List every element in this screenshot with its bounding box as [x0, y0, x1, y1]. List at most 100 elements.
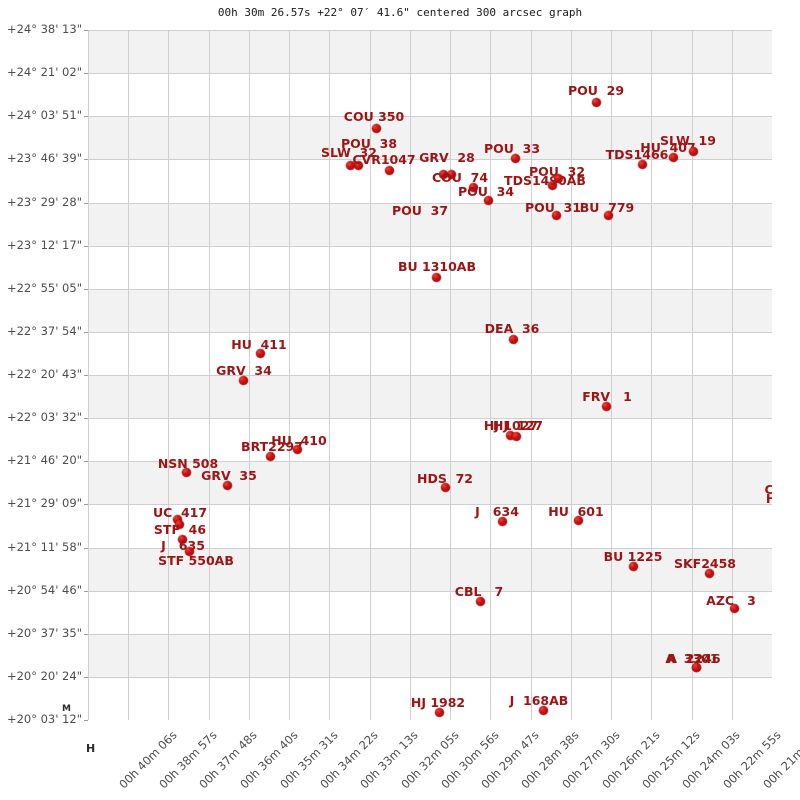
- y-tick-label: +20° 54' 46": [6, 582, 82, 597]
- star-dot[interactable]: [184, 546, 194, 556]
- plot-area[interactable]: POU 29 COU 350 POU 38 SLW 32 CVR1047 GRV 28 CO…: [88, 30, 772, 720]
- star-dot[interactable]: [483, 195, 493, 205]
- y-tick-mark: [84, 73, 88, 75]
- star-dot[interactable]: [511, 431, 521, 441]
- star-dot[interactable]: [668, 152, 678, 162]
- y-tick-label: +22° 20' 43": [6, 367, 82, 381]
- star-label: BU 779: [579, 200, 635, 215]
- star-dot[interactable]: [222, 480, 232, 490]
- star-label: A 2246: [667, 651, 721, 666]
- star-dot[interactable]: [345, 160, 355, 170]
- star-dot[interactable]: [255, 348, 265, 358]
- gridline-vertical: [611, 30, 612, 720]
- star-dot[interactable]: [688, 146, 698, 156]
- gridline-vertical: [692, 30, 693, 720]
- star-label: J 168AB: [509, 693, 569, 708]
- y-tick-label: +24° 38' 13": [6, 22, 82, 36]
- star-label: SLW 32: [321, 145, 377, 160]
- star-label: COU 350: [343, 109, 405, 124]
- star-dot[interactable]: [551, 210, 561, 220]
- star-dot[interactable]: [468, 182, 478, 192]
- gridline-horizontal: [88, 375, 772, 376]
- gridline-horizontal: [88, 73, 772, 74]
- star-dot[interactable]: [704, 568, 714, 578]
- gridline-vertical: [249, 30, 250, 720]
- star-label: GRV 34: [216, 363, 272, 378]
- y-tick-label: +23° 29' 28": [6, 194, 82, 209]
- star-dot[interactable]: [371, 123, 381, 133]
- star-dot[interactable]: [384, 165, 394, 175]
- star-dot[interactable]: [601, 401, 611, 411]
- y-tick-label: +23° 46' 39": [6, 151, 82, 166]
- gridline-vertical: [289, 30, 290, 720]
- star-dot[interactable]: [538, 705, 548, 715]
- gridline-horizontal: [88, 591, 772, 592]
- star-label: STF 550AB: [158, 553, 234, 568]
- star-dot[interactable]: [505, 430, 515, 440]
- gridline-vertical: [732, 30, 733, 720]
- y-tick-mark: [84, 547, 88, 549]
- y-tick-label: +24° 03' 51": [6, 108, 82, 123]
- grid-band: [88, 30, 772, 74]
- star-dot[interactable]: [353, 160, 363, 170]
- star-dot[interactable]: [547, 180, 557, 190]
- star-dot[interactable]: [440, 482, 450, 492]
- gridline-vertical: [329, 30, 330, 720]
- star-dot[interactable]: [238, 375, 248, 385]
- star-dot[interactable]: [446, 169, 456, 179]
- grid-band: [88, 288, 772, 332]
- star-dot[interactable]: [553, 173, 563, 183]
- star-label: BU 1225: [603, 549, 663, 564]
- star-label: FRV 1: [582, 389, 632, 404]
- star-label: SKF2458: [673, 556, 737, 571]
- y-tick-mark: [84, 504, 88, 506]
- star-dot[interactable]: [591, 97, 601, 107]
- gridline-vertical: [410, 30, 411, 720]
- star-dot[interactable]: [691, 662, 701, 672]
- gridline-vertical: [571, 30, 572, 720]
- gridline-vertical: [370, 30, 371, 720]
- star-dot[interactable]: [603, 210, 613, 220]
- y-tick-label: +22° 55' 05": [6, 280, 82, 295]
- star-label: DEA 36: [484, 321, 540, 336]
- y-tick-mark: [84, 116, 88, 118]
- star-dot[interactable]: [475, 596, 485, 606]
- star-dot[interactable]: [434, 707, 444, 717]
- grid-band: [88, 461, 772, 505]
- gridline-vertical: [128, 30, 129, 720]
- star-label: POU 34: [457, 184, 515, 199]
- star-dot[interactable]: [729, 603, 739, 613]
- star-dot[interactable]: [510, 153, 520, 163]
- star-dot[interactable]: [174, 519, 184, 529]
- star-label: GRV 28: [419, 150, 475, 165]
- star-label: POU 29: [567, 83, 625, 98]
- y-tick-label: +20° 03' 12": [6, 712, 82, 726]
- star-dot[interactable]: [181, 467, 191, 477]
- star-label: GRV 35: [201, 468, 257, 483]
- y-tick-mark: [84, 375, 88, 376]
- star-dot[interactable]: [497, 516, 507, 526]
- star-dot[interactable]: [172, 514, 182, 524]
- star-dot[interactable]: [177, 534, 187, 544]
- star-label: A 3301: [665, 651, 719, 666]
- star-label: BRT2297: [241, 439, 303, 454]
- star-label: UC 417: [152, 505, 208, 520]
- star-dot[interactable]: [265, 451, 275, 461]
- y-tick-label: +21° 11' 58": [6, 539, 82, 554]
- star-dot[interactable]: [508, 334, 518, 344]
- star-label: POU 33: [483, 141, 541, 156]
- y-tick-mark: [84, 461, 88, 463]
- star-dot[interactable]: [431, 272, 441, 282]
- gridline-vertical: [531, 30, 532, 720]
- star-dot[interactable]: [637, 159, 647, 169]
- gridline-horizontal: [88, 116, 772, 117]
- star-dot[interactable]: [438, 169, 448, 179]
- star-dot[interactable]: [292, 444, 302, 454]
- star-label: HU 601: [548, 504, 604, 519]
- star-label: CBL 7: [454, 584, 504, 599]
- star-dot[interactable]: [573, 515, 583, 525]
- y-axis-mark: M: [62, 704, 71, 714]
- star-dot[interactable]: [628, 561, 638, 571]
